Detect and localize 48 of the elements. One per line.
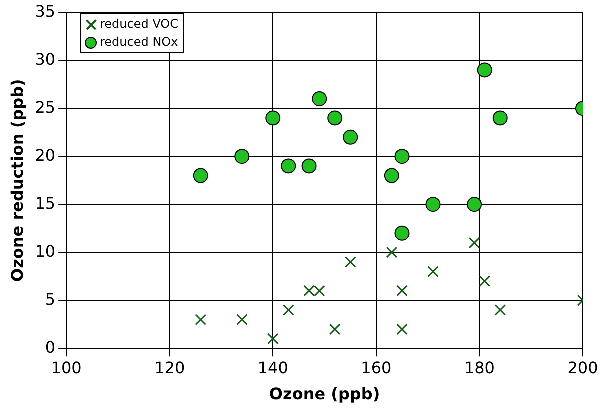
point	[281, 158, 296, 174]
point	[195, 314, 207, 326]
point	[236, 314, 248, 326]
point	[266, 110, 281, 126]
y-tick-label: 30	[35, 50, 56, 69]
point	[494, 304, 506, 316]
x-tick-label: 180	[464, 358, 495, 378]
point	[302, 158, 317, 174]
x-tick-label: 100	[51, 358, 82, 378]
point	[428, 266, 439, 278]
point	[468, 237, 480, 249]
point	[312, 92, 328, 106]
legend-label: reduced VOC	[100, 17, 179, 31]
x-tick-label: 160	[361, 358, 392, 378]
y-tick-label: 25	[35, 98, 56, 117]
point	[394, 226, 410, 241]
point	[304, 285, 315, 297]
y-tick-label: 15	[35, 194, 56, 213]
y-tick-label: 0	[45, 338, 56, 357]
point	[386, 246, 398, 258]
point	[492, 110, 508, 126]
y-tick-label: 35	[35, 2, 56, 21]
point	[394, 149, 410, 164]
y-tick-label: 5	[45, 290, 56, 309]
x-tick-label: 120	[154, 358, 186, 378]
point	[396, 285, 408, 297]
point	[477, 62, 492, 78]
point	[384, 168, 400, 184]
y-axis-title: Ozone reduction (ppb)	[8, 79, 27, 282]
legend-label: reduced NOx	[100, 35, 178, 49]
point	[328, 110, 343, 126]
x-axis-title: Ozone (ppb)	[269, 384, 380, 404]
point	[314, 285, 326, 297]
point	[426, 197, 441, 212]
point	[343, 130, 358, 145]
y-tick-label: 20	[35, 146, 56, 165]
point	[479, 276, 491, 288]
point	[467, 197, 482, 212]
point	[396, 324, 408, 336]
point	[193, 168, 208, 184]
x-tick-label: 140	[258, 358, 288, 378]
point	[234, 149, 250, 164]
x-tick-label: 200	[568, 358, 598, 378]
y-tick-label: 10	[35, 242, 56, 261]
point	[267, 333, 279, 345]
point	[329, 324, 341, 336]
point	[282, 304, 294, 316]
point	[344, 256, 356, 268]
